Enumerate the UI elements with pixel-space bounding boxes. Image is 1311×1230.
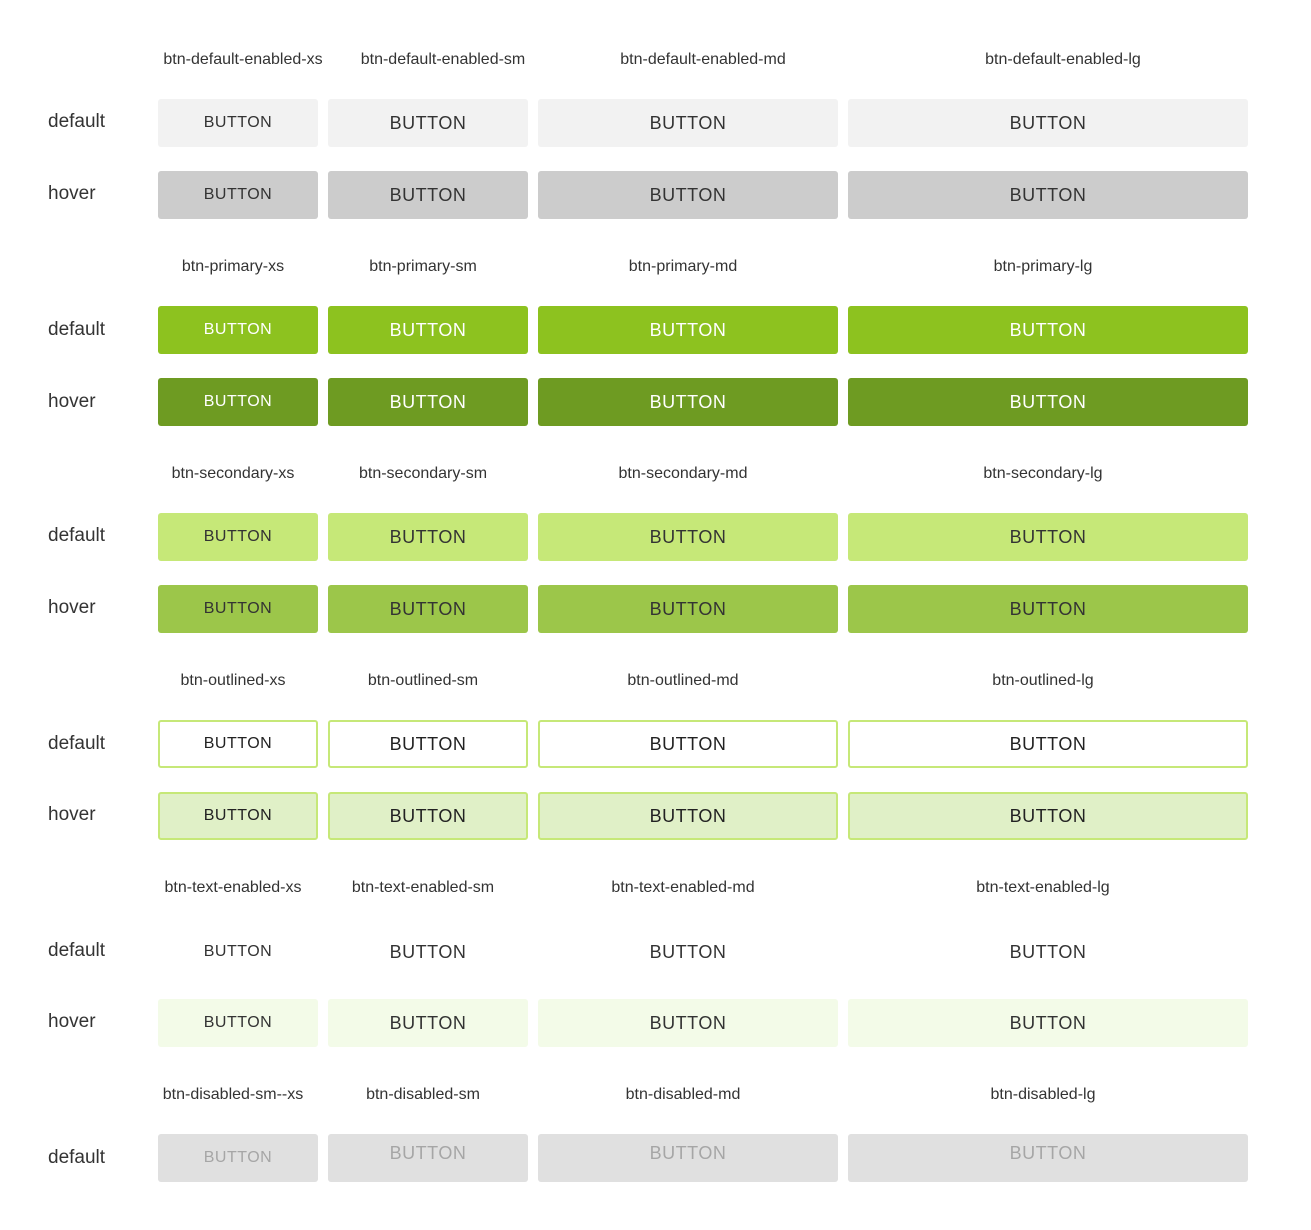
btn-default-lg-default[interactable]: BUTTON — [848, 99, 1248, 147]
btn-primary-md-default[interactable]: BUTTON — [538, 306, 838, 354]
state-label-default: default — [48, 733, 105, 755]
header-btn-outlined-lg: btn-outlined-lg — [843, 672, 1243, 690]
btn-disabled-md-default: BUTTON — [538, 1134, 838, 1182]
btn-secondary-sm-hover[interactable]: BUTTON — [328, 585, 528, 633]
header-btn-text-lg: btn-text-enabled-lg — [843, 879, 1243, 897]
state-label-hover: hover — [48, 597, 96, 619]
btn-text-lg-hover[interactable]: BUTTON — [848, 999, 1248, 1047]
state-label-hover: hover — [48, 391, 96, 413]
header-btn-default-md: btn-default-enabled-md — [553, 51, 853, 69]
header-btn-outlined-sm: btn-outlined-sm — [323, 672, 523, 690]
btn-disabled-xs-default: BUTTON — [158, 1134, 318, 1182]
header-btn-text-xs: btn-text-enabled-xs — [153, 879, 313, 897]
header-btn-primary-xs: btn-primary-xs — [153, 258, 313, 276]
header-btn-text-md: btn-text-enabled-md — [533, 879, 833, 897]
state-label-hover: hover — [48, 804, 96, 826]
btn-text-xs-hover[interactable]: BUTTON — [158, 999, 318, 1047]
btn-secondary-md-hover[interactable]: BUTTON — [538, 585, 838, 633]
btn-outlined-sm-hover[interactable]: BUTTON — [328, 792, 528, 840]
btn-primary-xs-default[interactable]: BUTTON — [158, 306, 318, 354]
header-btn-disabled-sm: btn-disabled-sm — [323, 1086, 523, 1104]
state-label-default: default — [48, 940, 105, 962]
btn-secondary-sm-default[interactable]: BUTTON — [328, 513, 528, 561]
btn-default-md-hover[interactable]: BUTTON — [538, 171, 838, 219]
btn-secondary-xs-hover[interactable]: BUTTON — [158, 585, 318, 633]
btn-secondary-md-default[interactable]: BUTTON — [538, 513, 838, 561]
btn-default-md-default[interactable]: BUTTON — [538, 99, 838, 147]
header-btn-text-sm: btn-text-enabled-sm — [323, 879, 523, 897]
header-btn-disabled-md: btn-disabled-md — [533, 1086, 833, 1104]
state-label-default: default — [48, 111, 105, 133]
state-label-hover: hover — [48, 183, 96, 205]
header-btn-primary-lg: btn-primary-lg — [843, 258, 1243, 276]
btn-outlined-sm-default[interactable]: BUTTON — [328, 720, 528, 768]
btn-text-xs-default[interactable]: BUTTON — [158, 928, 318, 976]
state-label-default: default — [48, 525, 105, 547]
header-btn-primary-sm: btn-primary-sm — [323, 258, 523, 276]
btn-default-sm-default[interactable]: BUTTON — [328, 99, 528, 147]
btn-secondary-lg-default[interactable]: BUTTON — [848, 513, 1248, 561]
header-btn-default-xs: btn-default-enabled-xs — [158, 51, 328, 69]
btn-secondary-lg-hover[interactable]: BUTTON — [848, 585, 1248, 633]
btn-text-sm-hover[interactable]: BUTTON — [328, 999, 528, 1047]
btn-primary-sm-default[interactable]: BUTTON — [328, 306, 528, 354]
header-btn-disabled-lg: btn-disabled-lg — [843, 1086, 1243, 1104]
header-btn-default-sm: btn-default-enabled-sm — [343, 51, 543, 69]
btn-text-sm-default[interactable]: BUTTON — [328, 928, 528, 976]
btn-primary-sm-hover[interactable]: BUTTON — [328, 378, 528, 426]
btn-default-sm-hover[interactable]: BUTTON — [328, 171, 528, 219]
state-label-hover: hover — [48, 1011, 96, 1033]
header-btn-primary-md: btn-primary-md — [533, 258, 833, 276]
header-btn-outlined-xs: btn-outlined-xs — [153, 672, 313, 690]
btn-outlined-xs-hover[interactable]: BUTTON — [158, 792, 318, 840]
header-btn-outlined-md: btn-outlined-md — [533, 672, 833, 690]
btn-primary-md-hover[interactable]: BUTTON — [538, 378, 838, 426]
btn-primary-lg-hover[interactable]: BUTTON — [848, 378, 1248, 426]
header-btn-secondary-md: btn-secondary-md — [533, 465, 833, 483]
btn-text-md-hover[interactable]: BUTTON — [538, 999, 838, 1047]
header-btn-disabled-xs: btn-disabled-sm--xs — [153, 1086, 313, 1104]
btn-disabled-lg-default: BUTTON — [848, 1134, 1248, 1182]
state-label-default: default — [48, 1147, 105, 1169]
btn-outlined-lg-default[interactable]: BUTTON — [848, 720, 1248, 768]
header-btn-default-lg: btn-default-enabled-lg — [863, 51, 1263, 69]
btn-secondary-xs-default[interactable]: BUTTON — [158, 513, 318, 561]
btn-outlined-lg-hover[interactable]: BUTTON — [848, 792, 1248, 840]
btn-outlined-md-default[interactable]: BUTTON — [538, 720, 838, 768]
btn-outlined-xs-default[interactable]: BUTTON — [158, 720, 318, 768]
header-btn-secondary-sm: btn-secondary-sm — [323, 465, 523, 483]
btn-outlined-md-hover[interactable]: BUTTON — [538, 792, 838, 840]
btn-text-md-default[interactable]: BUTTON — [538, 928, 838, 976]
btn-default-lg-hover[interactable]: BUTTON — [848, 171, 1248, 219]
header-btn-secondary-lg: btn-secondary-lg — [843, 465, 1243, 483]
state-label-default: default — [48, 319, 105, 341]
btn-default-xs-hover[interactable]: BUTTON — [158, 171, 318, 219]
btn-primary-xs-hover[interactable]: BUTTON — [158, 378, 318, 426]
btn-disabled-sm-default: BUTTON — [328, 1134, 528, 1182]
btn-primary-lg-default[interactable]: BUTTON — [848, 306, 1248, 354]
header-btn-secondary-xs: btn-secondary-xs — [153, 465, 313, 483]
btn-text-lg-default[interactable]: BUTTON — [848, 928, 1248, 976]
btn-default-xs-default[interactable]: BUTTON — [158, 99, 318, 147]
